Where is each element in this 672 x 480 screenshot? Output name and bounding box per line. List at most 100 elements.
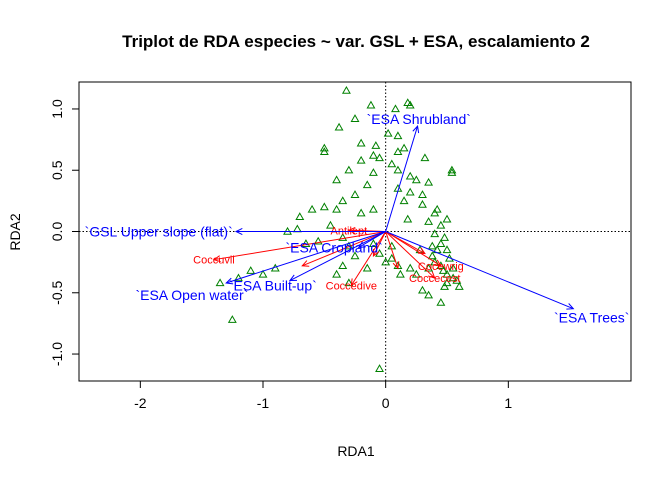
site-point bbox=[338, 261, 348, 270]
site-point bbox=[344, 165, 354, 174]
species-arrow bbox=[385, 231, 426, 255]
site-point bbox=[430, 208, 440, 217]
env-label: `ESA Cropland` bbox=[286, 239, 383, 255]
site-point bbox=[403, 214, 413, 223]
site-point bbox=[442, 278, 452, 287]
site-point bbox=[356, 208, 366, 217]
site-point bbox=[399, 143, 409, 152]
site-point bbox=[454, 282, 464, 290]
site-point bbox=[356, 155, 366, 164]
env-arrow bbox=[234, 228, 386, 235]
x-axis-title: RDA1 bbox=[337, 443, 375, 459]
site-points bbox=[215, 85, 464, 372]
site-point bbox=[368, 150, 378, 159]
x-tick-label: -1 bbox=[257, 395, 270, 411]
site-point bbox=[448, 273, 458, 282]
site-point bbox=[313, 236, 323, 245]
site-point bbox=[350, 114, 360, 122]
site-point bbox=[447, 165, 457, 174]
species-label: Cocewrig bbox=[418, 261, 464, 273]
site-point bbox=[405, 100, 415, 109]
site-point bbox=[368, 168, 378, 176]
site-point bbox=[427, 241, 437, 250]
site-point bbox=[424, 217, 434, 225]
y-axis-title: RDA2 bbox=[7, 213, 23, 251]
site-point bbox=[215, 278, 225, 287]
species-label: Coccedive bbox=[326, 280, 377, 292]
site-point bbox=[442, 245, 452, 254]
site-point bbox=[427, 251, 437, 260]
y-tick-label: -1.0 bbox=[49, 342, 65, 366]
y-tick-label: 0.5 bbox=[49, 160, 65, 180]
site-point bbox=[338, 196, 348, 205]
environment-vectors: `GSL Upper slope (flat)` `ESA Shrubland` `… bbox=[85, 111, 630, 326]
site-point bbox=[420, 153, 430, 162]
site-point bbox=[448, 263, 458, 272]
site-point bbox=[411, 175, 421, 184]
site-point bbox=[319, 143, 329, 152]
site-point bbox=[362, 263, 372, 272]
site-point bbox=[442, 269, 452, 278]
species-arrow bbox=[350, 231, 387, 287]
site-point bbox=[387, 159, 397, 168]
env-arrow bbox=[385, 125, 420, 232]
site-point bbox=[341, 85, 351, 94]
site-point bbox=[436, 239, 446, 247]
site-point bbox=[295, 212, 305, 220]
site-point bbox=[338, 233, 348, 241]
species-arrow bbox=[385, 231, 400, 270]
site-point bbox=[405, 263, 415, 272]
site-point bbox=[424, 263, 434, 272]
site-point bbox=[405, 171, 415, 180]
site-point bbox=[418, 199, 427, 208]
site-point bbox=[301, 239, 311, 247]
site-point bbox=[319, 202, 329, 211]
site-point bbox=[381, 257, 391, 266]
env-label: `ESA Open water` bbox=[135, 287, 248, 303]
site-point bbox=[307, 204, 317, 213]
site-point bbox=[436, 220, 446, 229]
env-label: `ESA Trees` bbox=[554, 309, 629, 325]
site-point bbox=[246, 266, 256, 274]
species-arrow bbox=[301, 231, 386, 267]
y-tick-label: 0.0 bbox=[49, 222, 65, 242]
x-tick-label: -2 bbox=[134, 395, 147, 411]
site-point bbox=[371, 141, 381, 149]
env-label: `ESA Shrubland` bbox=[367, 111, 471, 127]
plot-frame bbox=[78, 81, 632, 382]
site-point bbox=[292, 224, 302, 233]
x-tick-label: 0 bbox=[382, 395, 390, 411]
site-point bbox=[332, 204, 342, 213]
species-label: Coccuvil bbox=[193, 255, 235, 267]
env-arrow bbox=[225, 231, 386, 285]
env-arrow bbox=[288, 231, 386, 282]
chart-title: Triplot de RDA especies ~ var. GSL + ESA… bbox=[122, 32, 590, 51]
site-point bbox=[393, 165, 403, 174]
site-point bbox=[319, 147, 329, 156]
site-point bbox=[405, 187, 415, 196]
site-point bbox=[447, 168, 457, 176]
site-point bbox=[350, 251, 360, 260]
site-point bbox=[334, 122, 344, 131]
site-point bbox=[368, 239, 378, 247]
site-point bbox=[366, 100, 376, 109]
env-arrow bbox=[385, 231, 575, 310]
site-point bbox=[411, 269, 421, 278]
site-point bbox=[326, 220, 335, 229]
species-arrow bbox=[385, 231, 436, 279]
site-point bbox=[344, 278, 354, 287]
site-point bbox=[383, 128, 393, 137]
site-point bbox=[362, 180, 372, 189]
species-label: Coccecest bbox=[409, 273, 460, 285]
site-point bbox=[438, 266, 448, 274]
site-point bbox=[399, 196, 409, 205]
site-point bbox=[436, 297, 446, 306]
env-label: `GSL Upper slope (flat)` bbox=[85, 224, 233, 240]
y-tick-label: -0.5 bbox=[49, 280, 65, 304]
site-point bbox=[440, 233, 450, 241]
y-tick-label: 1.0 bbox=[49, 99, 65, 119]
species-arrow bbox=[372, 231, 387, 258]
site-point bbox=[424, 177, 434, 186]
site-point bbox=[395, 269, 405, 278]
